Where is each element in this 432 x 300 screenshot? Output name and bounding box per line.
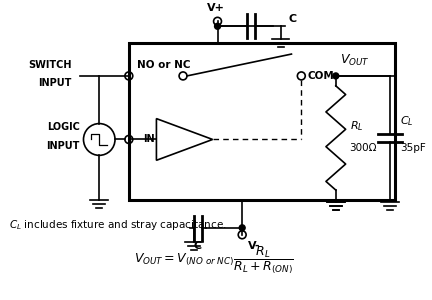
Text: $V_{OUT} = V_{(NO\ or\ NC)} \dfrac{R_L}{R_L + R_{(ON)}}$: $V_{OUT} = V_{(NO\ or\ NC)} \dfrac{R_L}{… xyxy=(133,245,293,276)
Text: $C_L$ includes fixture and stray capacitance.: $C_L$ includes fixture and stray capacit… xyxy=(9,218,226,232)
Text: NO or NC: NO or NC xyxy=(137,60,190,70)
Text: INPUT: INPUT xyxy=(46,141,79,152)
Text: INPUT: INPUT xyxy=(38,78,72,88)
Text: $C_L$: $C_L$ xyxy=(400,114,413,128)
Text: $R_L$: $R_L$ xyxy=(349,119,363,133)
Text: V-: V- xyxy=(248,241,260,251)
Text: SWITCH: SWITCH xyxy=(28,60,72,70)
Text: C: C xyxy=(194,241,202,251)
Text: V+: V+ xyxy=(206,3,225,14)
Text: 35pF: 35pF xyxy=(400,143,426,153)
Circle shape xyxy=(333,73,339,79)
Text: LOGIC: LOGIC xyxy=(47,122,79,131)
Text: COM: COM xyxy=(307,71,334,81)
Text: 300Ω: 300Ω xyxy=(349,143,377,153)
Text: C: C xyxy=(289,14,297,24)
Bar xyxy=(129,43,395,200)
Circle shape xyxy=(215,23,220,29)
Text: $V_{OUT}$: $V_{OUT}$ xyxy=(340,53,369,68)
Circle shape xyxy=(239,225,245,231)
Text: IN: IN xyxy=(143,134,155,145)
